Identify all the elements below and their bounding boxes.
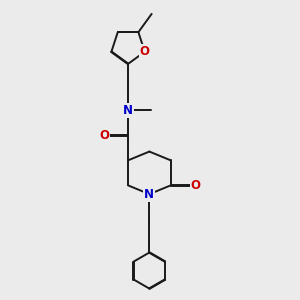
Text: N: N <box>144 188 154 201</box>
Text: O: O <box>140 45 150 58</box>
Text: O: O <box>99 129 109 142</box>
Text: O: O <box>191 179 201 192</box>
Text: N: N <box>123 104 133 117</box>
